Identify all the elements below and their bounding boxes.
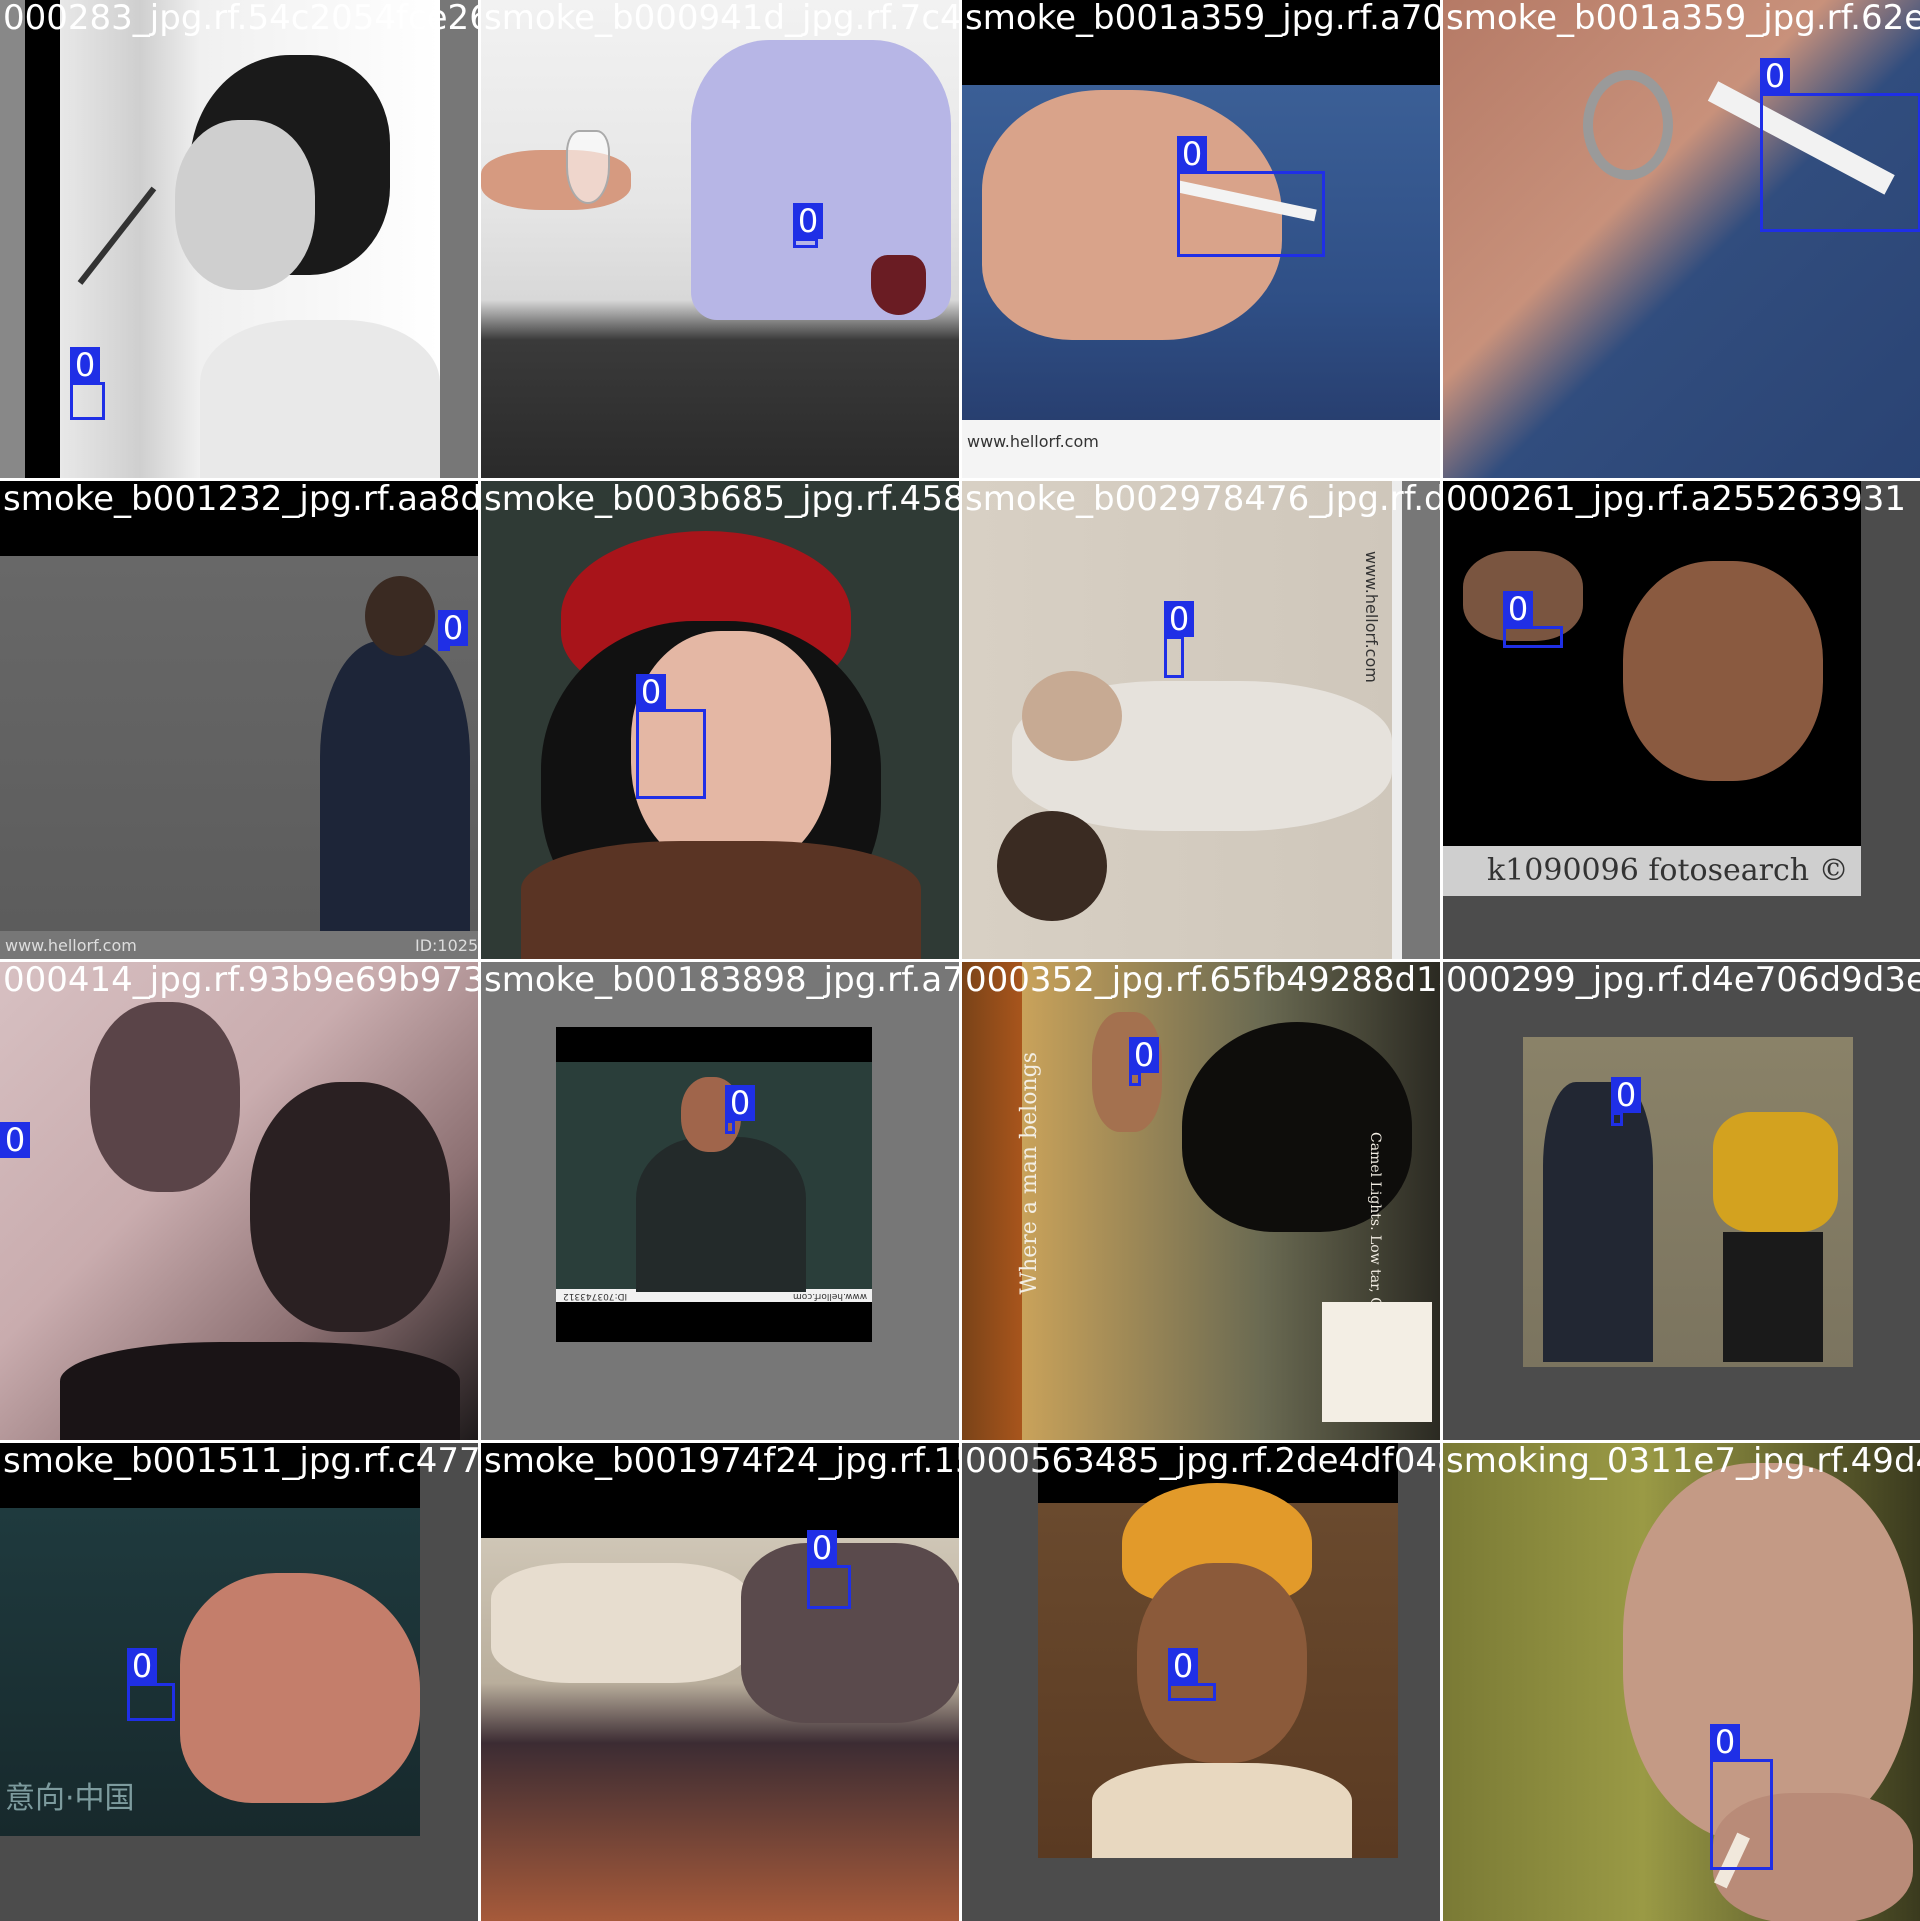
detection-box[interactable]: 0 <box>807 1530 851 1609</box>
pants-shape <box>1723 1232 1823 1362</box>
hand-shape <box>1713 1793 1913 1921</box>
watermark-right: ID:703743312 <box>563 1291 628 1301</box>
watermark-right: ID:1025 <box>415 936 478 955</box>
ring-shape <box>1583 70 1673 180</box>
hand-shape <box>180 1573 420 1803</box>
face-shape <box>1022 671 1122 761</box>
pad-right <box>1861 481 1920 959</box>
detection-box[interactable]: 0 <box>1710 1724 1773 1870</box>
class-label: 0 <box>1168 1648 1198 1684</box>
tile-6[interactable]: 0 smoke_b003b685_jpg.rf.4589ea1 <box>481 481 959 959</box>
wineglass-red-shape <box>871 255 926 315</box>
detection-box[interactable]: 0 <box>127 1648 175 1721</box>
detection-box[interactable]: 0 <box>1503 591 1563 648</box>
face-shape <box>1623 1463 1913 1843</box>
watermark-left: www.hellorf.com <box>793 1291 868 1301</box>
class-label: 0 <box>70 347 100 383</box>
tile-14[interactable]: 0 smoke_b001974f24_jpg.rf.156b <box>481 1443 959 1921</box>
face-shape <box>175 120 315 290</box>
fur-collar-shape <box>521 841 921 959</box>
watermark: 意向·中国 <box>5 1781 135 1816</box>
detection-box[interactable]: 0 <box>1177 136 1325 257</box>
class-label: 0 <box>127 1648 157 1684</box>
hair-woman-shape <box>250 1082 450 1332</box>
class-label: 0 <box>0 1122 30 1158</box>
class-label: 0 <box>636 674 666 710</box>
pillow-shape <box>491 1563 751 1683</box>
tile-2[interactable]: 0 smoke_b000941d_jpg.rf.7c46 <box>481 0 959 478</box>
watermark: www.hellorf.com <box>967 432 1099 451</box>
detection-box[interactable]: 0 <box>1168 1648 1216 1701</box>
tile-title: smoke_b00183898_jpg.rf.a7ac <box>484 962 959 1000</box>
tile-15[interactable]: 0 000563485_jpg.rf.2de4df048731 <box>962 1443 1440 1921</box>
dark-shape <box>1182 1022 1412 1232</box>
tile-13[interactable]: 意向·中国 0 smoke_b001511_jpg.rf.c477 <box>0 1443 478 1921</box>
pack-shape <box>1322 1302 1432 1422</box>
caption: k1090096 fotosearch © <box>1487 853 1849 888</box>
tile-11[interactable]: Where a man belongs Camel Lights. Low ta… <box>962 962 1440 1440</box>
tile-1[interactable]: 0 000283_jpg.rf.54c2054fce267f11b2d009f4… <box>0 0 478 478</box>
tile-7[interactable]: 0 www.hellorf.com smoke_b002978476_jpg.r… <box>962 481 1440 959</box>
detection-box[interactable]: 0 <box>1611 1077 1641 1126</box>
tile-9[interactable]: 0 000414_jpg.rf.93b9e69b973 <box>0 962 478 1440</box>
suit-shape <box>320 641 470 931</box>
class-label: 0 <box>1503 591 1533 627</box>
face-shape <box>1137 1563 1307 1763</box>
tile-3[interactable]: 0 www.hellorf.com smoke_b001a359_jpg.rf.… <box>962 0 1440 478</box>
tile-8[interactable]: 0 k1090096 fotosearch © 000261_jpg.rf.a2… <box>1443 481 1920 959</box>
person1-shape <box>1543 1082 1653 1362</box>
face-shape <box>1623 561 1823 781</box>
detection-box[interactable]: 0 <box>70 347 105 420</box>
face-shape <box>631 631 831 871</box>
tile-12[interactable]: 0 000299_jpg.rf.d4e706d9d3e <box>1443 962 1920 1440</box>
class-label: 0 <box>793 203 823 239</box>
watermark-side: www.hellorf.com <box>1362 551 1381 683</box>
detection-box[interactable]: 0 <box>1129 1037 1159 1086</box>
head-shape <box>365 576 435 656</box>
detection-box[interactable]: 0 <box>1164 601 1194 678</box>
sequin-shape <box>60 1342 460 1440</box>
class-label: 0 <box>438 610 468 646</box>
detection-box[interactable]: 0 <box>636 674 706 799</box>
class-label: 0 <box>1164 601 1194 637</box>
tile-16[interactable]: 0 smoking_0311e7_jpg.rf.49d4e3 <box>1443 1443 1920 1921</box>
ad-side: Camel Lights. Low tar, Camel taste. <box>1367 1132 1383 1387</box>
detection-box[interactable]: 0 <box>725 1085 755 1134</box>
head-man-shape <box>90 1002 240 1192</box>
class-label: 0 <box>1129 1037 1159 1073</box>
class-label: 0 <box>1760 58 1790 94</box>
wineglass-shape <box>566 130 610 204</box>
class-label: 0 <box>1177 136 1207 172</box>
watermark-left: www.hellorf.com <box>5 936 137 955</box>
detection-box[interactable]: 0 <box>793 203 823 248</box>
class-label: 0 <box>807 1530 837 1566</box>
shirt-shape <box>1092 1763 1352 1858</box>
detection-box[interactable]: 0 <box>0 1122 30 1158</box>
tile-5[interactable]: 0 www.hellorf.com ID:1025 smoke_b001232_… <box>0 481 478 959</box>
fur-shape <box>200 320 440 478</box>
face2-shape <box>997 811 1107 921</box>
detection-box[interactable]: 0 <box>438 610 468 651</box>
class-label: 0 <box>1710 1724 1740 1760</box>
class-label: 0 <box>725 1085 755 1121</box>
class-label: 0 <box>1611 1077 1641 1113</box>
tile-10[interactable]: 0 www.hellorf.com ID:703743312 smoke_b00… <box>481 962 959 1440</box>
coat-shape <box>636 1137 806 1292</box>
photo-closeup-hand <box>1443 0 1920 478</box>
detection-box[interactable]: 0 <box>1760 58 1920 232</box>
tile-4[interactable]: 0 smoke_b001a359_jpg.rf.62e0c85 <box>1443 0 1920 478</box>
hand-shape <box>982 90 1282 340</box>
shirt-yellow-shape <box>1713 1112 1838 1232</box>
ad-line: Where a man belongs <box>1017 1052 1042 1295</box>
